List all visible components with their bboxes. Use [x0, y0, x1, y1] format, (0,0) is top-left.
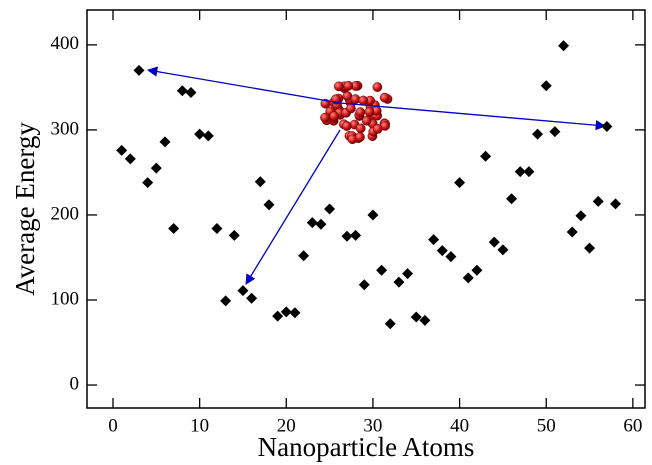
point: [601, 121, 613, 133]
point: [428, 234, 440, 246]
point: [454, 177, 466, 189]
point: [419, 314, 431, 326]
atom: [320, 112, 330, 123]
point: [497, 244, 509, 256]
point: [471, 264, 483, 276]
point: [540, 80, 552, 92]
point: [254, 176, 266, 188]
atom: [358, 95, 369, 106]
atom: [346, 103, 356, 114]
point: [194, 128, 206, 140]
x-axis-label: Nanoparticle Atoms: [258, 432, 475, 462]
point: [488, 236, 500, 248]
point: [289, 307, 301, 319]
atom: [355, 107, 366, 117]
plot-frame: [86, 9, 646, 409]
point: [246, 292, 258, 304]
point: [159, 136, 171, 148]
point: [410, 311, 422, 323]
nanoparticle-image: [320, 80, 393, 145]
point: [116, 144, 128, 156]
atom: [364, 106, 375, 117]
point: [280, 306, 292, 318]
point: [298, 250, 310, 262]
point: [480, 150, 492, 162]
x-tick-label: 40: [450, 415, 469, 436]
atom: [329, 111, 340, 121]
point: [220, 295, 232, 307]
point: [462, 272, 474, 284]
point: [610, 198, 622, 210]
point: [566, 226, 578, 238]
point: [584, 242, 596, 254]
point: [237, 285, 249, 297]
atom: [355, 123, 366, 134]
x-tick-label: 60: [623, 415, 642, 436]
point: [592, 195, 604, 207]
point: [402, 268, 414, 280]
point: [272, 310, 284, 322]
point: [549, 126, 561, 138]
point: [358, 279, 370, 291]
point: [133, 64, 145, 76]
point: [324, 203, 336, 215]
point: [445, 251, 457, 263]
y-tick-label: 100: [51, 288, 80, 309]
x-tick-label: 0: [108, 415, 118, 436]
point: [376, 264, 388, 276]
point: [532, 128, 544, 140]
point: [514, 166, 526, 178]
point: [176, 85, 188, 97]
x-tick-label: 20: [277, 415, 296, 436]
y-tick-label: 300: [51, 118, 80, 139]
atom: [379, 92, 390, 103]
point: [228, 229, 240, 241]
x-tick-label: 30: [363, 415, 382, 436]
point: [185, 86, 197, 98]
x-tick-label: 10: [190, 415, 209, 436]
point: [506, 193, 518, 205]
point: [341, 230, 353, 242]
arrows: [146, 66, 607, 285]
y-tick-label: 0: [70, 373, 80, 394]
point: [263, 199, 275, 211]
atom: [341, 121, 352, 131]
point: [350, 229, 362, 241]
y-axis-label: Average Energy: [10, 122, 40, 296]
atom: [343, 80, 354, 91]
x-tick-label: 50: [537, 415, 556, 436]
point: [523, 166, 535, 178]
atom: [372, 124, 383, 134]
atom: [355, 132, 365, 142]
point: [306, 217, 318, 229]
point: [150, 162, 162, 174]
point: [142, 177, 154, 189]
point: [315, 218, 327, 230]
y-tick-label: 400: [51, 33, 80, 54]
point: [393, 276, 405, 288]
point: [384, 318, 396, 330]
point: [124, 153, 136, 165]
point: [558, 40, 570, 52]
point: [202, 130, 214, 142]
atom: [333, 81, 344, 92]
atom: [361, 115, 372, 126]
point: [211, 223, 223, 235]
point: [575, 210, 587, 222]
point: [367, 209, 379, 221]
y-tick-label: 200: [51, 203, 80, 224]
atom: [372, 82, 383, 92]
point: [168, 223, 180, 235]
point: [436, 245, 448, 257]
